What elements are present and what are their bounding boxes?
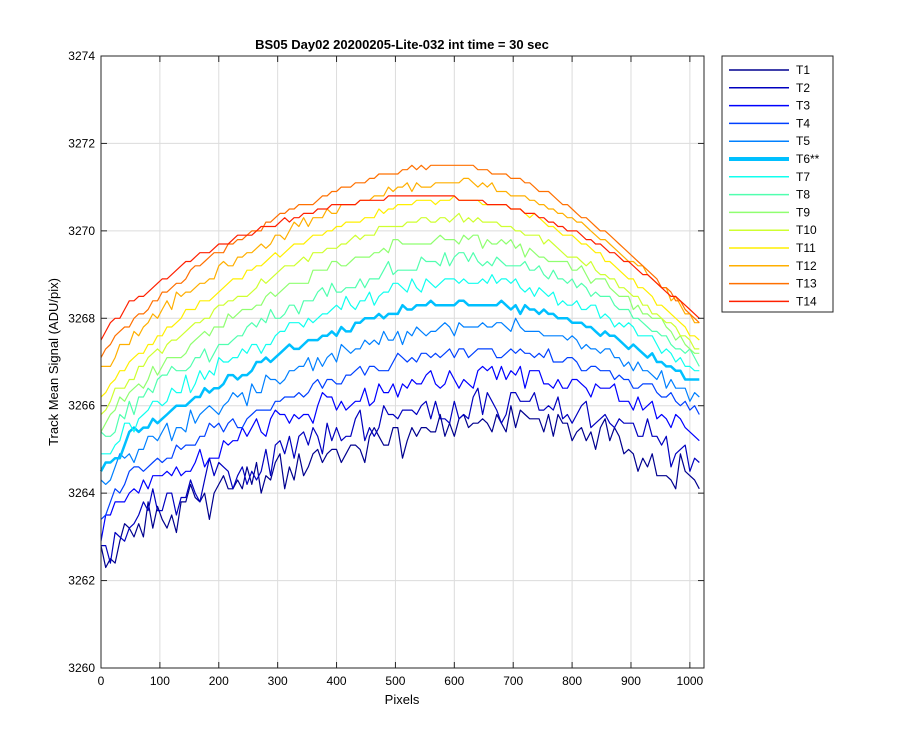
- plot-area: [101, 56, 704, 668]
- y-axis-title: Track Mean Signal (ADU/pix): [46, 278, 61, 446]
- series-line-t10: [100, 212, 700, 415]
- y-tick-label: 3260: [68, 661, 95, 675]
- series-line-t5: [100, 317, 700, 485]
- chart-title: BS05 Day02 20200205-Lite-032 int time = …: [255, 37, 549, 52]
- legend-label: T14: [796, 294, 817, 308]
- x-tick-label: 700: [503, 674, 523, 688]
- axes-box: [100, 55, 705, 669]
- x-tick-label: 900: [621, 674, 641, 688]
- legend-label: T13: [796, 277, 817, 291]
- legend-label: T6**: [796, 152, 820, 166]
- legend-label: T5: [796, 134, 810, 148]
- legend: T1 T2 T3 T4 T5 T6** T7 T8 T9 T10 T11 T12 T13 T14: [721, 55, 834, 313]
- legend-label: T1: [796, 63, 810, 77]
- x-tick-label: 500: [385, 674, 405, 688]
- y-tick-label: 3274: [68, 49, 95, 63]
- y-tick-label: 3270: [68, 224, 95, 238]
- series-line-t3: [100, 365, 700, 542]
- grid: [101, 56, 704, 668]
- x-tick-label: 400: [327, 674, 347, 688]
- series-line-t6: [99, 299, 700, 472]
- y-tick-label: 3268: [68, 311, 95, 325]
- x-tick-label: 600: [444, 674, 464, 688]
- y-tick-label: 3262: [68, 574, 95, 588]
- series-line-t2: [101, 387, 700, 564]
- series-line-t8: [100, 252, 700, 437]
- legend-label: T11: [796, 241, 816, 255]
- x-tick-label: 100: [150, 674, 170, 688]
- legend-label: T10: [796, 223, 817, 237]
- x-tick-label: 800: [562, 674, 582, 688]
- series-line-t14: [100, 195, 700, 341]
- legend-label: T4: [796, 116, 810, 130]
- series-line-t7: [101, 274, 700, 455]
- legend-label: T7: [796, 170, 810, 184]
- legend-items: T1 T2 T3 T4 T5 T6** T7 T8 T9 T10 T11 T12 T13 T14: [729, 63, 820, 308]
- legend-label: T2: [796, 81, 810, 95]
- x-axis-title: Pixels: [385, 692, 420, 707]
- legend-label: T3: [796, 99, 810, 113]
- legend-label: T12: [796, 259, 817, 273]
- series-line-t9: [100, 234, 700, 433]
- series-line-t12: [101, 177, 700, 367]
- y-tick-label: 3264: [68, 486, 95, 500]
- legend-label: T9: [796, 205, 810, 219]
- series-line-t11: [100, 195, 700, 398]
- series-line-t4: [100, 348, 700, 520]
- series-line-t13: [100, 164, 700, 358]
- x-tick-label: 0: [98, 674, 105, 688]
- legend-label: T8: [796, 188, 810, 202]
- data-series: [99, 164, 700, 569]
- x-tick-label: 1000: [677, 674, 704, 688]
- legend-box: [721, 55, 834, 313]
- x-tick-label: 200: [209, 674, 229, 688]
- y-tick-label: 3272: [68, 136, 95, 150]
- axis-ticks: 0 100 200 300 400 500 600 700 800 900 1000 3260 3262…: [68, 49, 704, 688]
- y-tick-label: 3266: [68, 399, 95, 413]
- x-tick-label: 300: [268, 674, 288, 688]
